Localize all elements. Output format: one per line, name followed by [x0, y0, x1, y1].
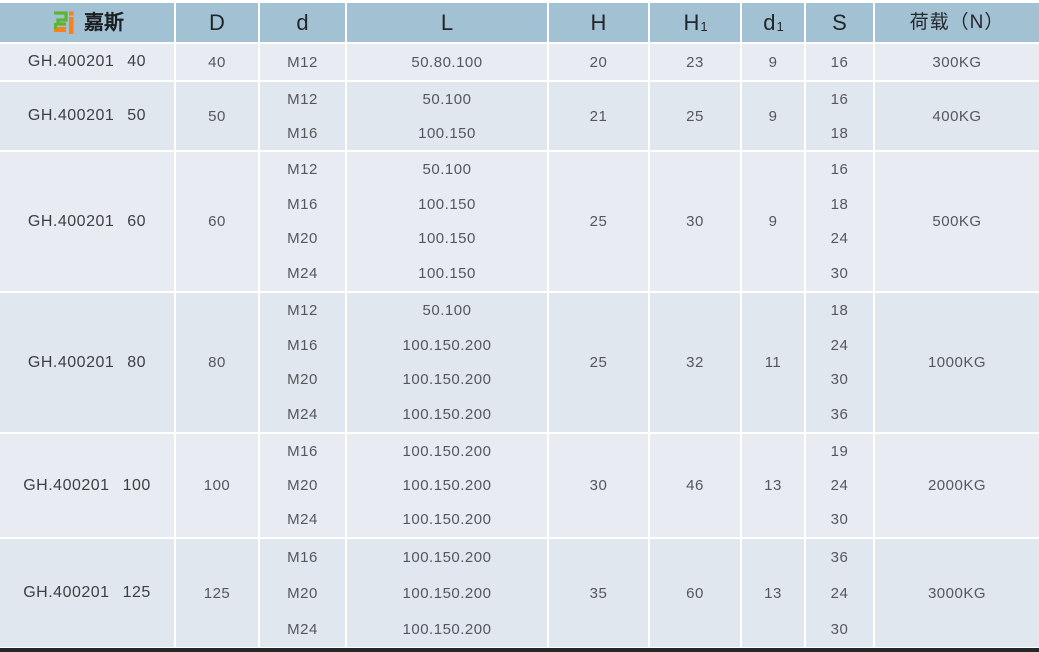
- column-header-L: L: [347, 3, 549, 42]
- value-L-list: 50.100 100.150: [347, 82, 549, 150]
- value-d1: 11: [742, 293, 806, 432]
- value-d1: 13: [742, 539, 806, 647]
- value-S-list: 19 24 30: [806, 434, 875, 537]
- value-D: 80: [176, 293, 260, 432]
- value-load: 3000KG: [875, 539, 1039, 647]
- value-d-list: M16 M20 M24: [260, 539, 347, 647]
- table-row: GH.400201 50 50 M12 M16 50.100 100.150 21…: [0, 80, 1039, 150]
- value-S-list: 16: [806, 44, 875, 80]
- value-H: 21: [549, 82, 650, 150]
- value-H: 35: [549, 539, 650, 647]
- model-cell: GH.400201 125: [0, 539, 176, 647]
- value-D: 50: [176, 82, 260, 150]
- value-d-list: M12 M16 M20 M24: [260, 293, 347, 432]
- model-cell: GH.400201 80: [0, 293, 176, 432]
- value-d-list: M16 M20 M24: [260, 434, 347, 537]
- model-cell: GH.400201 50: [0, 82, 176, 150]
- value-H1: 32: [650, 293, 742, 432]
- value-load: 500KG: [875, 152, 1039, 291]
- value-H: 20: [549, 44, 650, 80]
- value-L-list: 50.80.100: [347, 44, 549, 80]
- value-D: 100: [176, 434, 260, 537]
- value-load: 1000KG: [875, 293, 1039, 432]
- value-load: 300KG: [875, 44, 1039, 80]
- value-L-list: 100.150.200 100.150.200 100.150.200: [347, 434, 549, 537]
- value-d-list: M12: [260, 44, 347, 80]
- column-header-d: d: [260, 3, 347, 42]
- column-header-load: 荷载（N）: [875, 3, 1039, 42]
- value-H: 30: [549, 434, 650, 537]
- model-cell: GH.400201 100: [0, 434, 176, 537]
- value-L-list: 50.100 100.150.200 100.150.200 100.150.2…: [347, 293, 549, 432]
- model-cell: GH.400201 60: [0, 152, 176, 291]
- brand-logo-icon: [50, 10, 76, 36]
- value-d-list: M12 M16: [260, 82, 347, 150]
- value-H1: 60: [650, 539, 742, 647]
- brand-name: 嘉斯: [84, 11, 124, 34]
- value-S-list: 18 24 30 36: [806, 293, 875, 432]
- table-row: GH.400201 125 125 M16 M20 M24 100.150.200…: [0, 537, 1039, 647]
- value-H: 25: [549, 293, 650, 432]
- value-load: 400KG: [875, 82, 1039, 150]
- model-cell: GH.400201 40: [0, 44, 176, 80]
- value-L-list: 50.100 100.150 100.150 100.150: [347, 152, 549, 291]
- column-header-H: H: [549, 3, 650, 42]
- value-S-list: 16 18: [806, 82, 875, 150]
- value-D: 60: [176, 152, 260, 291]
- value-S-list: 16 18 24 30: [806, 152, 875, 291]
- table-row: GH.400201 80 80 M12 M16 M20 M24 50.100 10…: [0, 291, 1039, 432]
- table-bottom-border: [0, 647, 1039, 652]
- table-row: GH.400201 100 100 M16 M20 M24 100.150.200…: [0, 432, 1039, 537]
- value-H1: 46: [650, 434, 742, 537]
- value-H1: 30: [650, 152, 742, 291]
- value-d-list: M12 M16 M20 M24: [260, 152, 347, 291]
- value-d1: 9: [742, 82, 806, 150]
- value-d1: 9: [742, 152, 806, 291]
- value-S-list: 36 24 30: [806, 539, 875, 647]
- value-load: 2000KG: [875, 434, 1039, 537]
- column-header-D: D: [176, 3, 260, 42]
- table-row: GH.400201 40 40 M12 50.80.100 20 23 9 16 …: [0, 42, 1039, 80]
- table-row: GH.400201 60 60 M12 M16 M20 M24 50.100 10…: [0, 150, 1039, 291]
- column-header-S: S: [806, 3, 875, 42]
- value-D: 125: [176, 539, 260, 647]
- value-H: 25: [549, 152, 650, 291]
- value-L-list: 100.150.200 100.150.200 100.150.200: [347, 539, 549, 647]
- value-D: 40: [176, 44, 260, 80]
- value-H1: 23: [650, 44, 742, 80]
- brand-header-cell: 嘉斯: [0, 3, 176, 42]
- value-d1: 9: [742, 44, 806, 80]
- value-H1: 25: [650, 82, 742, 150]
- value-d1: 13: [742, 434, 806, 537]
